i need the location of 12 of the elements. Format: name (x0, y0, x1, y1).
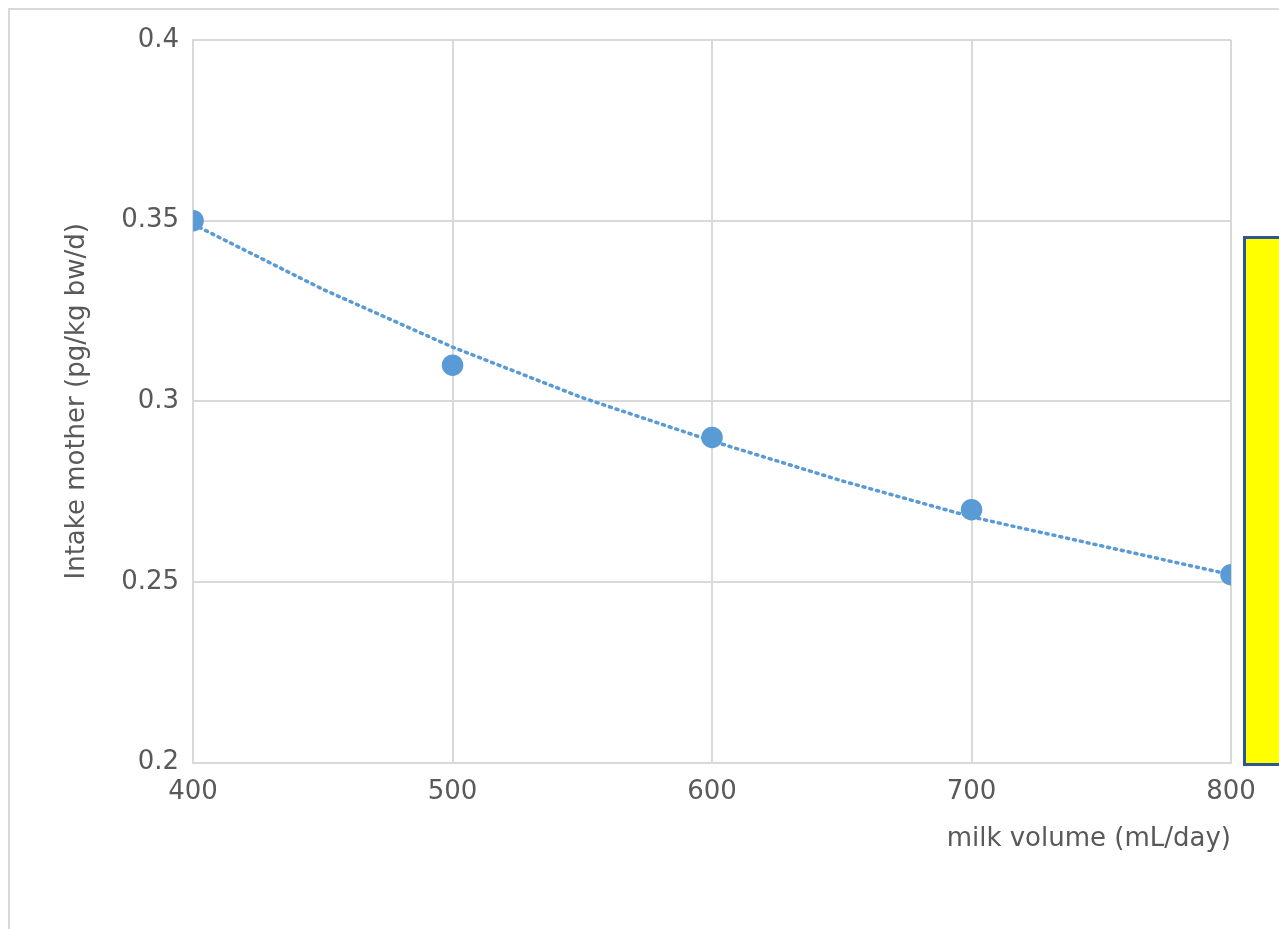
y-tick-label: 0.35 (121, 203, 180, 234)
y-tick-label: 0.2 (137, 745, 180, 776)
y-axis-title: Intake mother (pg/kg bw/d) (60, 223, 91, 580)
y-tick-label: 0.4 (137, 22, 180, 53)
x-tick-label: 600 (687, 774, 737, 805)
x-tick-label: 800 (1206, 774, 1256, 805)
y-tick-label: 0.3 (137, 384, 180, 415)
x-tick-label: 500 (427, 774, 478, 805)
y-tick-label: 0.25 (121, 564, 180, 595)
x-tick-label: 700 (946, 774, 997, 805)
x-axis-title: milk volume (mL/day) (946, 822, 1231, 853)
x-tick-label: 400 (168, 774, 218, 805)
